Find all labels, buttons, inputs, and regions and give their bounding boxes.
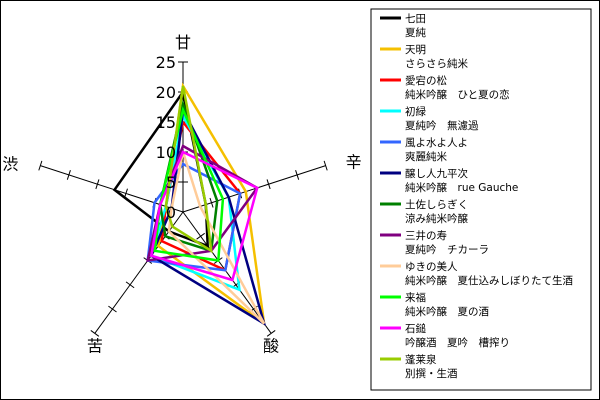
legend-name-11: 蓬莱泉: [405, 353, 437, 366]
legend-subname-11: 別撰・生酒: [405, 367, 458, 380]
axis-line-4: [40, 165, 184, 213]
legend-subname-7: 夏純吟 チカーラ: [405, 243, 489, 256]
legend-box: [370, 8, 592, 391]
legend-subname-10: 吟醸酒 夏吟 槽搾り: [405, 336, 510, 349]
legend-name-2: 愛宕の松: [405, 74, 447, 87]
tick-label-1: 5: [166, 173, 176, 192]
axis-label-3: 苦: [87, 336, 103, 355]
axis-tick-3-5: [90, 330, 100, 337]
axis-tick-3-3: [125, 281, 135, 289]
tick-label-4: 20: [156, 83, 176, 102]
axis-tick-4-5: [38, 160, 43, 171]
legend-subname-1: さらさら純米: [405, 57, 468, 70]
axis-tick-4-3: [95, 179, 100, 190]
series-polygon-8: [167, 151, 266, 325]
series-polygon-10: [149, 150, 259, 282]
axis-label-1: 辛: [346, 153, 362, 172]
legend-subname-3: 夏純吟 無濾過: [405, 119, 479, 132]
axis-line-2: [182, 211, 272, 334]
legend-subname-8: 純米吟醸 夏仕込みしぼりたて生酒: [405, 274, 573, 287]
axis-tick-1-5: [323, 160, 328, 171]
axis-tick-2-1: [196, 232, 205, 240]
legend-name-10: 石鎚: [405, 322, 426, 335]
legend-name-4: 風よ水よ人よ: [405, 137, 468, 149]
legend-subname-4: 爽麗純米: [405, 150, 447, 163]
legend-name-3: 初緑: [405, 105, 426, 118]
series-polygon-5: [149, 105, 267, 327]
axis-tick-1-4: [295, 170, 300, 180]
legend-name-5: 醸し人九平次: [405, 167, 468, 180]
tick-labels: 0 5 10 15 20 25: [156, 53, 176, 222]
tick-label-2: 10: [156, 143, 176, 162]
tick-label-0: 0: [166, 203, 176, 222]
legend-name-0: 七田: [405, 13, 426, 25]
axis-label-2: 酸: [263, 336, 279, 355]
series-polygon-9: [153, 106, 225, 262]
legend-subname-9: 純米吟醸 夏の酒: [405, 305, 489, 318]
legend-subname-0: 夏純: [405, 26, 426, 39]
axis-tick-3-4: [108, 305, 117, 313]
legend-name-1: 天明: [405, 44, 426, 56]
axis-labels: 甘辛酸 苦 渋: [2, 33, 361, 355]
tick-label-3: 15: [156, 113, 176, 132]
axis-label-0: 甘: [175, 33, 191, 52]
radar-series: [112, 82, 267, 327]
axis-line-1: [182, 165, 326, 213]
axis-label-4: 渋: [2, 155, 18, 174]
axis-tick-1-1: [209, 197, 214, 208]
tick-label-5: 25: [156, 53, 176, 72]
axis-tick-2-5: [266, 330, 276, 337]
legend-subname-2: 純米吟醸 ひと夏の恋: [405, 88, 510, 101]
legend-subname-6: 涼み純米吟醸: [405, 212, 468, 225]
axis-tick-1-3: [266, 179, 271, 190]
legend-name-7: 三井の寿: [405, 229, 447, 242]
series-polygon-11: [164, 85, 213, 254]
axis-tick-4-4: [66, 170, 71, 180]
legend-subname-5: 純米吟醸 rue Gauche: [405, 181, 518, 194]
legend-name-6: 土佐しらぎく: [405, 198, 468, 211]
legend-name-8: ゆきの美人: [405, 260, 458, 273]
legend-name-9: 来福: [405, 291, 426, 304]
